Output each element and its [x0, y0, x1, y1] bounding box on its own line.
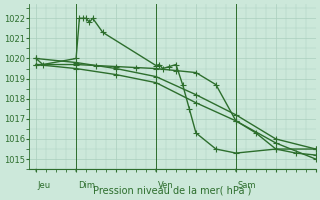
Text: Ven: Ven [158, 181, 173, 190]
Text: Jeu: Jeu [38, 181, 51, 190]
Text: Dim: Dim [78, 181, 95, 190]
X-axis label: Pression niveau de la mer( hPa ): Pression niveau de la mer( hPa ) [93, 186, 252, 196]
Text: Sam: Sam [237, 181, 256, 190]
